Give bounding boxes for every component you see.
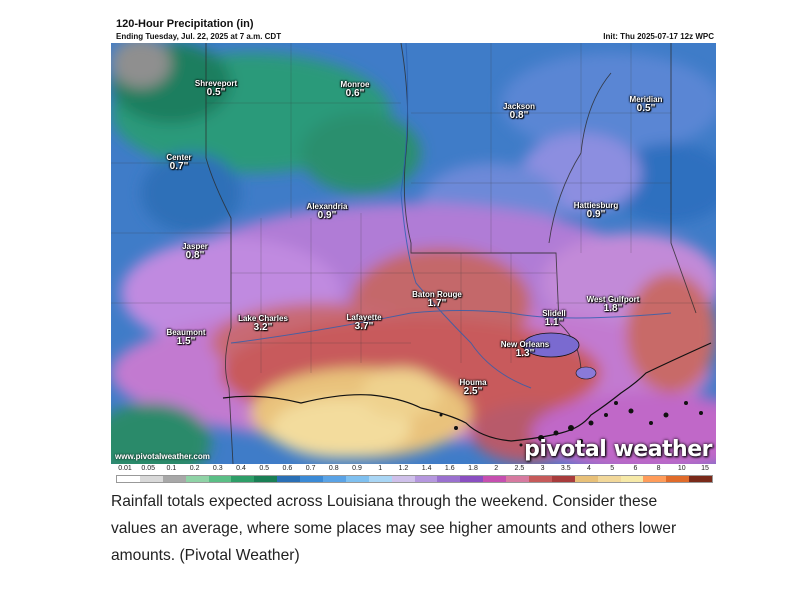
scale-tick-label: 0.8 bbox=[328, 465, 339, 472]
scale-tick-label: 0.01 bbox=[118, 465, 132, 472]
color-scale-legend: 0.01 0.05 0.1 0.2 0.3 0.4 0.5 0.6 0.7 0.8 0.9 1 1.2 1… bbox=[111, 465, 716, 486]
image-caption: Rainfall totals expected across Louisian… bbox=[111, 493, 677, 564]
scale-swatch bbox=[117, 476, 140, 482]
map-graphic bbox=[111, 43, 716, 464]
scale-tick-label: 1.6 bbox=[444, 465, 455, 472]
scale-swatch bbox=[574, 476, 598, 482]
scale-swatch bbox=[391, 476, 415, 482]
scale-color-bar bbox=[116, 475, 713, 483]
city-label-monroe: Monroe 0.6" bbox=[340, 80, 370, 100]
scale-swatch bbox=[437, 476, 461, 482]
scale-tick-label: 15 bbox=[701, 465, 709, 472]
scale-swatch bbox=[231, 476, 255, 482]
scale-swatch bbox=[345, 476, 369, 482]
scale-tick-label: 2.5 bbox=[514, 465, 525, 472]
scale-swatch bbox=[597, 476, 621, 482]
city-label-houma: Houma 2.5" bbox=[459, 378, 487, 398]
scale-tick-label: 8 bbox=[656, 465, 661, 472]
scale-swatch bbox=[254, 476, 278, 482]
city-label-jasper: Jasper 0.8" bbox=[182, 242, 208, 262]
scale-swatch bbox=[414, 476, 438, 482]
precipitation-map: Shreveport 0.5" Monroe 0.6" Jackson 0.8" Me… bbox=[111, 43, 716, 464]
scale-tick-label: 0.2 bbox=[189, 465, 200, 472]
scale-swatch bbox=[300, 476, 324, 482]
scale-swatch bbox=[460, 476, 484, 482]
scale-swatch bbox=[529, 476, 552, 482]
scale-swatch bbox=[139, 476, 163, 482]
city-label-beaumont: Beaumont 1.5" bbox=[166, 328, 206, 348]
scale-tick-label: 10 bbox=[677, 465, 686, 472]
scale-swatch bbox=[323, 476, 346, 482]
scale-swatch bbox=[483, 476, 507, 482]
scale-tick-label: 3 bbox=[540, 465, 545, 472]
scale-tick-label: 1 bbox=[378, 465, 383, 472]
scale-tick-label: 0.3 bbox=[212, 465, 223, 472]
precipitation-map-figure: 120-Hour Precipitation (in) Ending Tuesd… bbox=[111, 16, 716, 486]
city-label-jackson: Jackson 0.8" bbox=[502, 102, 536, 122]
scale-tick-label: 0.9 bbox=[352, 465, 362, 472]
map-subtitle: Ending Tuesday, Jul. 22, 2025 at 7 a.m. … bbox=[116, 32, 282, 41]
scale-swatch bbox=[368, 476, 392, 482]
scale-tick-label: 0.7 bbox=[305, 465, 316, 472]
scale-swatch bbox=[551, 476, 575, 482]
map-title: 120-Hour Precipitation (in) bbox=[116, 18, 254, 30]
scale-tick-label: 1.8 bbox=[468, 465, 478, 472]
scale-tick-label: 5 bbox=[610, 465, 615, 472]
scale-tick-label: 0.1 bbox=[166, 465, 177, 472]
scale-tick-label: 1.4 bbox=[421, 465, 432, 472]
city-label-lake-charles: Lake Charles 3.2" bbox=[238, 314, 288, 334]
scale-tick-label: 0.05 bbox=[141, 465, 155, 472]
scale-tick-label: 6 bbox=[633, 465, 638, 472]
scale-swatch bbox=[643, 476, 667, 482]
scale-swatch bbox=[208, 476, 232, 482]
scale-swatch bbox=[666, 476, 690, 482]
city-label-shreveport: Shreveport 0.5" bbox=[194, 79, 238, 99]
scale-swatch bbox=[506, 476, 530, 482]
scale-swatch bbox=[162, 476, 186, 482]
city-label-west-gulfport: West Gulfport 1.8" bbox=[586, 295, 640, 315]
scale-tick-label: 3.5 bbox=[560, 465, 571, 472]
city-label-alexandria: Alexandria 0.9" bbox=[306, 202, 348, 222]
scale-tick-label: 4 bbox=[587, 465, 591, 472]
city-label-center: Center 0.7" bbox=[166, 153, 192, 173]
pivotal-weather-logo: pivotal weather bbox=[524, 437, 712, 462]
scale-tick-label: 0.4 bbox=[236, 465, 246, 472]
city-label-baton-rouge: Baton Rouge 1.7" bbox=[412, 290, 462, 310]
scale-swatch bbox=[689, 476, 713, 482]
scale-tick-label: 0.6 bbox=[282, 465, 293, 472]
scale-tick-label: 1.2 bbox=[398, 465, 409, 472]
scale-tick-label: 0.5 bbox=[259, 465, 270, 472]
city-label-new-orleans: New Orleans 1.3" bbox=[500, 340, 550, 360]
scale-swatch bbox=[185, 476, 209, 482]
scale-tick-label: 2 bbox=[494, 465, 499, 472]
watermark-url: www.pivotalweather.com bbox=[115, 452, 210, 461]
scale-swatch bbox=[277, 476, 301, 482]
scale-tick-labels: 0.01 0.05 0.1 0.2 0.3 0.4 0.5 0.6 0.7 0.8 0.9 1 1.2 1… bbox=[111, 465, 716, 474]
city-label-meridian: Meridian 0.5" bbox=[629, 95, 663, 115]
city-label-lafayette: Lafayette 3.7" bbox=[346, 313, 382, 333]
map-init-time: Init: Thu 2025-07-17 12z WPC bbox=[603, 32, 714, 41]
city-label-hattiesburg: Hattiesburg 0.9" bbox=[573, 201, 619, 221]
city-label-slidell: Slidell 1.1" bbox=[542, 309, 566, 329]
scale-swatch bbox=[620, 476, 644, 482]
